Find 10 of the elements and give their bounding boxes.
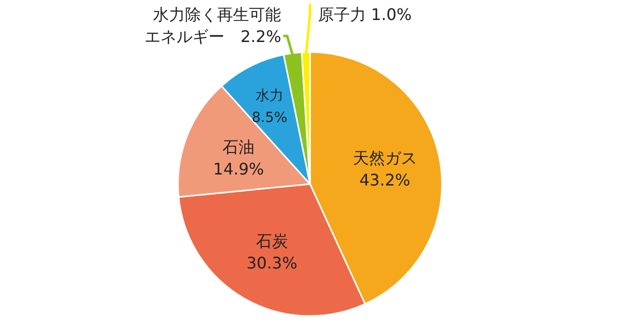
slice-label: 石油 [222,137,255,156]
data-label: 43.2% [359,170,410,190]
slice-label: 天然ガス [352,148,417,168]
slice-label: 水力 [256,88,284,104]
data-label: 8.5% [252,110,288,126]
data-label: 30.3% [246,253,298,272]
slice-label: 水力除く再生可能エネルギー 2.2% [144,5,282,46]
data-label: 14.9% [213,159,264,178]
slice-label: 原子力 1.0% [318,5,412,24]
slice-label: 石炭 [256,231,288,250]
